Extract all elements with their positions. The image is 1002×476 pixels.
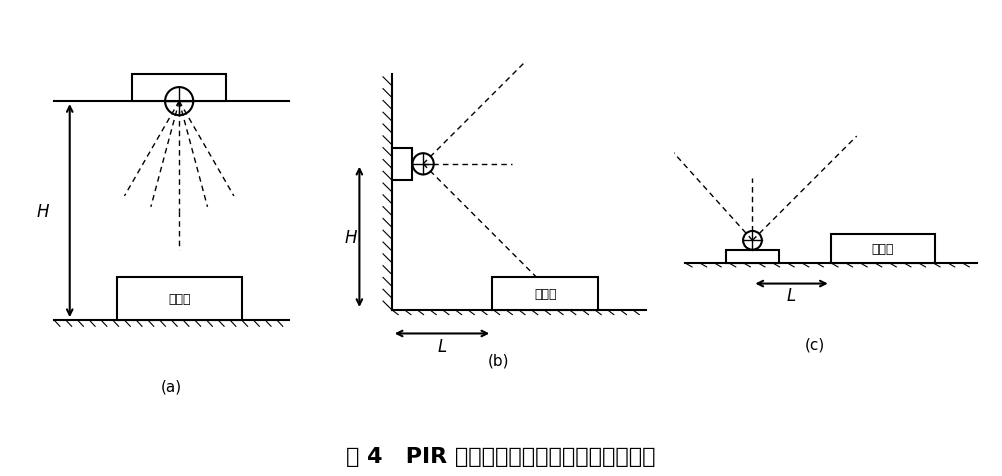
Bar (831, 235, 935, 263)
Text: (c): (c) (805, 337, 825, 351)
Bar (492, 278, 598, 310)
Text: (b): (b) (487, 353, 509, 368)
Text: L: L (438, 338, 447, 356)
Text: 电暖器: 电暖器 (534, 288, 556, 300)
Bar (726, 250, 779, 263)
Text: H: H (345, 228, 357, 247)
Bar (116, 278, 241, 320)
Text: H: H (36, 202, 49, 220)
Bar (132, 75, 226, 102)
Text: 图 4   PIR 探头与电暖器三种典型位置的试验: 图 4 PIR 探头与电暖器三种典型位置的试验 (347, 446, 655, 466)
Text: L: L (787, 287, 797, 304)
Bar (392, 149, 413, 181)
Text: 电暖器: 电暖器 (168, 292, 190, 306)
Text: 电暖器: 电暖器 (872, 242, 894, 255)
Text: (a): (a) (160, 379, 182, 394)
